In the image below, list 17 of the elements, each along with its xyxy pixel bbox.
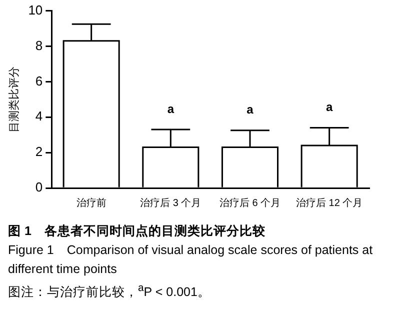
text: 图 1 各患者不同时间点的目测类比评分比较 [8, 223, 266, 240]
y-tick-label: 0 [35, 180, 43, 195]
x-tick-label: 治疗后 12 个月 [296, 196, 363, 209]
annotation: a [326, 100, 333, 114]
x-tick-label: 治疗后 3 个月 [140, 196, 202, 209]
x-tick-label: 治疗前 [76, 196, 106, 209]
y-tick-label: 4 [35, 108, 43, 124]
y-tick-label: 2 [35, 144, 43, 160]
x-tick-label: 治疗后 6 个月 [219, 196, 281, 209]
y-tick-label: 6 [35, 73, 43, 88]
y-tick-label: 8 [35, 38, 43, 53]
text: 图注：与治疗前比较，$^{a}$P < 0.001。 [8, 282, 212, 302]
y-tick-label: 10 [28, 2, 43, 18]
annotation: a [246, 102, 254, 117]
annotation: a [167, 102, 174, 116]
y-axis-title: 目测类比评分 [8, 66, 21, 132]
text: Figure 1 Comparison of visual analog scale scores of patients at different time points [8, 242, 374, 278]
